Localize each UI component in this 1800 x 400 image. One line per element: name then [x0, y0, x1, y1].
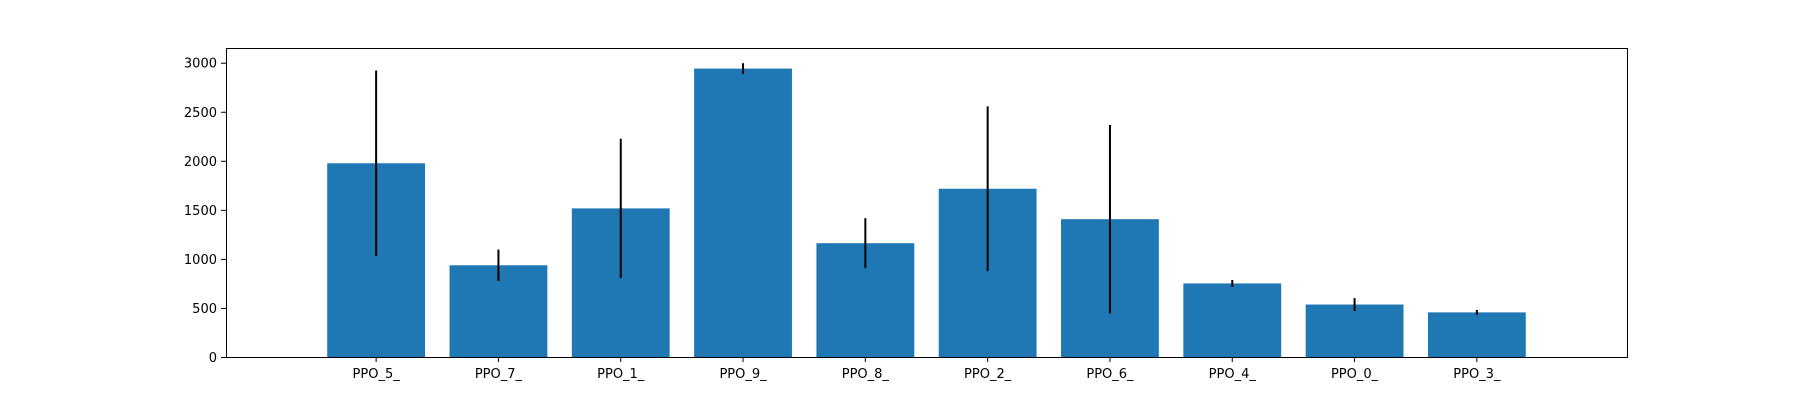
y-tick-label: 2000 [184, 155, 217, 170]
bar-ppo-0 [1305, 304, 1404, 357]
y-tick-label: 500 [192, 302, 217, 317]
bar-ppo-4 [1183, 283, 1282, 357]
y-tick-label: 1000 [184, 253, 217, 268]
x-tick-label: PPO_5_ [353, 367, 401, 382]
bar-ppo-9 [694, 68, 792, 357]
y-axis: 0 500 1000 1500 2000 2500 3000 [184, 57, 226, 366]
x-tick-label: PPO_2_ [964, 367, 1012, 382]
x-tick-label: PPO_8_ [842, 367, 890, 382]
y-tick-label: 0 [209, 351, 217, 366]
x-tick-label: PPO_4_ [1209, 367, 1257, 382]
axes-frame [226, 48, 1628, 358]
x-axis: PPO_5_ PPO_7_ PPO_1_ PPO_9_ PPO_8_ PPO_2_ PPO_… [353, 357, 1501, 382]
bar-ppo-3 [1427, 312, 1526, 357]
x-tick-label: PPO_6_ [1086, 367, 1134, 382]
y-tick-label: 3000 [184, 57, 217, 72]
x-tick-label: PPO_0_ [1331, 367, 1379, 382]
y-tick-label: 2500 [184, 106, 217, 121]
y-tick-label: 1500 [184, 204, 217, 219]
x-tick-label: PPO_7_ [475, 367, 523, 382]
bars-layer [327, 68, 1526, 357]
x-tick-label: PPO_1_ [597, 367, 645, 382]
error-bars-layer [375, 63, 1478, 315]
x-tick-label: PPO_3_ [1453, 367, 1501, 382]
x-tick-label: PPO_9_ [719, 367, 767, 382]
